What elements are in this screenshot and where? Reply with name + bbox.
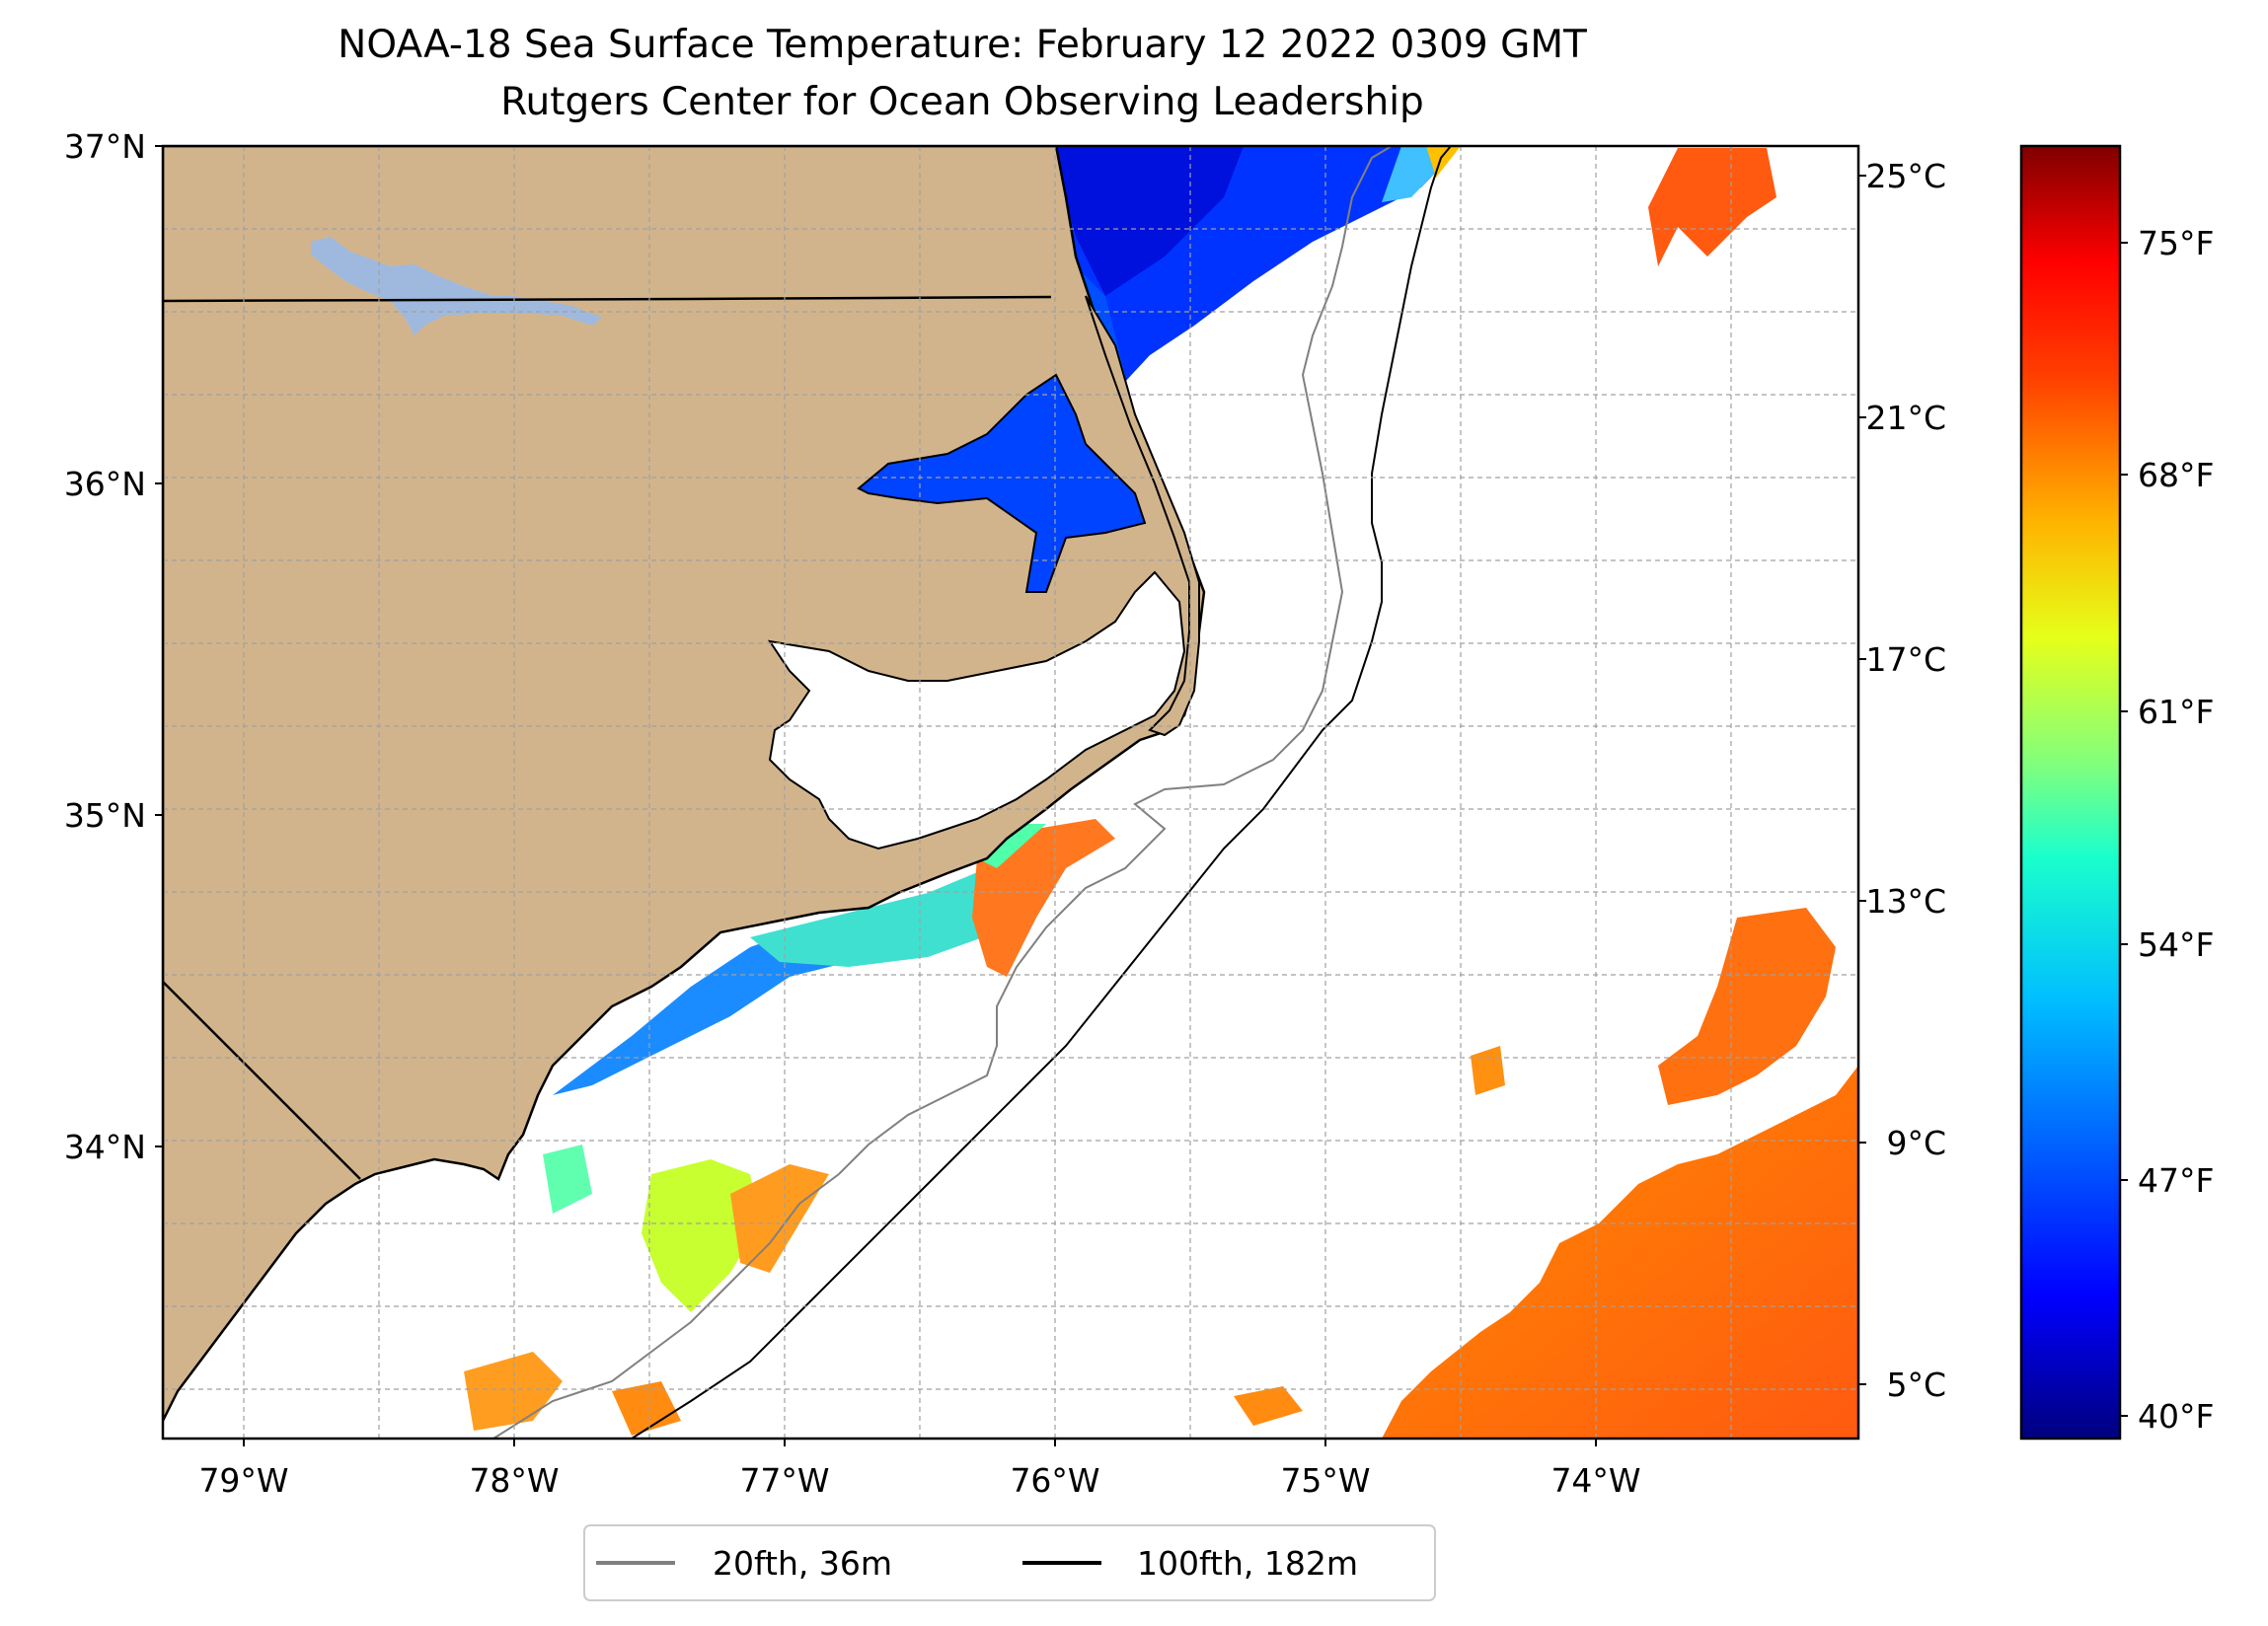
celsius-ticks — [1858, 175, 1866, 1385]
lon-label-74: 74°W — [1550, 1461, 1640, 1500]
isobath-100fth — [631, 146, 1452, 1439]
celsius-label-5: 5°C — [1886, 1366, 1946, 1404]
map-frame — [161, 144, 1860, 1441]
map-title: NOAA-18 Sea Surface Temperature: Februar… — [338, 23, 1587, 67]
lake-kerr — [311, 237, 602, 335]
fahrenheit-label-61: 61°F — [2138, 693, 2214, 731]
lon-label-78: 78°W — [469, 1461, 559, 1500]
fahrenheit-label-54: 54°F — [2138, 925, 2214, 964]
lon-label-76: 76°W — [1010, 1461, 1099, 1500]
albemarle-sound — [857, 373, 1147, 593]
lat-ticks — [155, 145, 163, 1147]
lon-label-75: 75°W — [1280, 1461, 1370, 1500]
sst-yellow-patch — [642, 1159, 760, 1312]
sst-cyan-patch — [543, 1145, 592, 1214]
lon-label-77: 77°W — [739, 1461, 829, 1500]
legend-box — [583, 1524, 1436, 1601]
sst-ne-warm-streak — [1648, 148, 1777, 266]
sst-offshore-warm-1 — [1658, 908, 1836, 1105]
sst-warm-edge — [1426, 146, 1461, 178]
legend-label-100fth: 100fth, 182m — [1137, 1544, 1358, 1583]
pamlico-sound — [767, 570, 1186, 850]
map-area — [163, 146, 1858, 1439]
fahrenheit-label-75: 75°F — [2138, 224, 2214, 262]
legend: 20fth, 36m 100fth, 182m — [583, 1524, 1436, 1601]
legend-label-20fth: 20fth, 36m — [713, 1544, 892, 1583]
sst-nearshore-cyan — [750, 868, 997, 967]
fahrenheit-ticks — [2120, 242, 2128, 1417]
outer-banks — [1085, 295, 1200, 737]
sst-orange-patch — [730, 1164, 829, 1273]
fahrenheit-label-40: 40°F — [2138, 1397, 2214, 1436]
lat-label-35: 35°N — [64, 796, 146, 835]
colorbar — [2019, 144, 2122, 1441]
gridlines — [163, 146, 1858, 1439]
lon-label-79: 79°W — [198, 1461, 288, 1500]
sst-orange-south-2 — [612, 1381, 681, 1436]
lat-label-37: 37°N — [64, 127, 146, 166]
sst-orange-south-3 — [1234, 1386, 1303, 1426]
map-subtitle: Rutgers Center for Ocean Observing Leade… — [500, 80, 1424, 124]
celsius-label-21: 21°C — [1865, 399, 1946, 437]
celsius-label-9: 9°C — [1886, 1124, 1946, 1162]
lat-label-34: 34°N — [64, 1128, 146, 1166]
celsius-label-13: 13°C — [1865, 882, 1946, 921]
state-border-nc-sc — [163, 981, 361, 1180]
celsius-label-17: 17°C — [1865, 640, 1946, 679]
sst-colder-core — [1051, 146, 1244, 296]
fahrenheit-label-47: 47°F — [2138, 1161, 2214, 1200]
isobath-20fth — [492, 146, 1393, 1439]
sst-warm-tongue — [972, 819, 1115, 977]
celsius-label-25: 25°C — [1865, 157, 1946, 195]
fahrenheit-label-68: 68°F — [2138, 456, 2214, 494]
sst-gulf-stream — [1382, 1066, 1858, 1439]
lon-ticks — [243, 1439, 1597, 1446]
lat-label-36: 36°N — [64, 465, 146, 503]
state-border-va-nc — [163, 295, 1052, 303]
